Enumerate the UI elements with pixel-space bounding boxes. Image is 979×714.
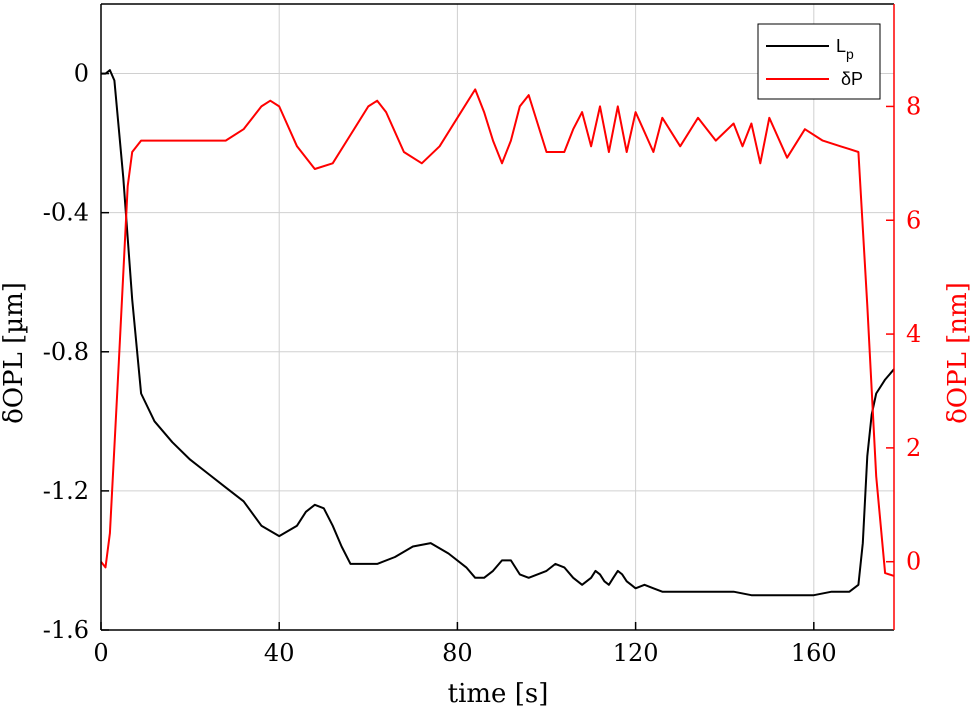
x-axis-title: time [s] — [448, 679, 549, 709]
left-tick-label-2: -0.8 — [43, 338, 89, 366]
right-tick-label-3: 6 — [906, 206, 921, 234]
legend: Lp δP — [757, 23, 881, 100]
x-tick-label-0: 0 — [93, 639, 108, 667]
legend-box — [757, 23, 881, 100]
legend-label-dp: δP — [841, 69, 863, 89]
right-tick-label-2: 4 — [906, 320, 921, 348]
x-tick-label-2: 80 — [442, 639, 473, 667]
series-layer — [100, 69, 895, 597]
left-tick-label-3: -1.2 — [43, 477, 89, 505]
axes — [100, 3, 895, 631]
right-tick-label-4: 8 — [906, 92, 921, 120]
left-tick-label-0: 0 — [74, 60, 89, 88]
right-tick-label-1: 2 — [906, 434, 921, 462]
series-line-lp — [101, 69, 895, 597]
x-tick-label-3: 120 — [613, 639, 659, 667]
left-tick-label-1: -0.4 — [43, 199, 89, 227]
legend-label-lp: Lp — [836, 36, 854, 62]
x-tick-label-1: 40 — [264, 639, 295, 667]
left-tick-label-4: -1.6 — [43, 616, 89, 644]
right-axis-title: δOPL [nm] — [943, 282, 973, 424]
left-axis-title: δOPL [µm] — [0, 282, 29, 424]
x-tick-label-4: 160 — [791, 639, 837, 667]
series-line-dp — [100, 88, 895, 577]
right-tick-label-0: 0 — [906, 548, 921, 576]
